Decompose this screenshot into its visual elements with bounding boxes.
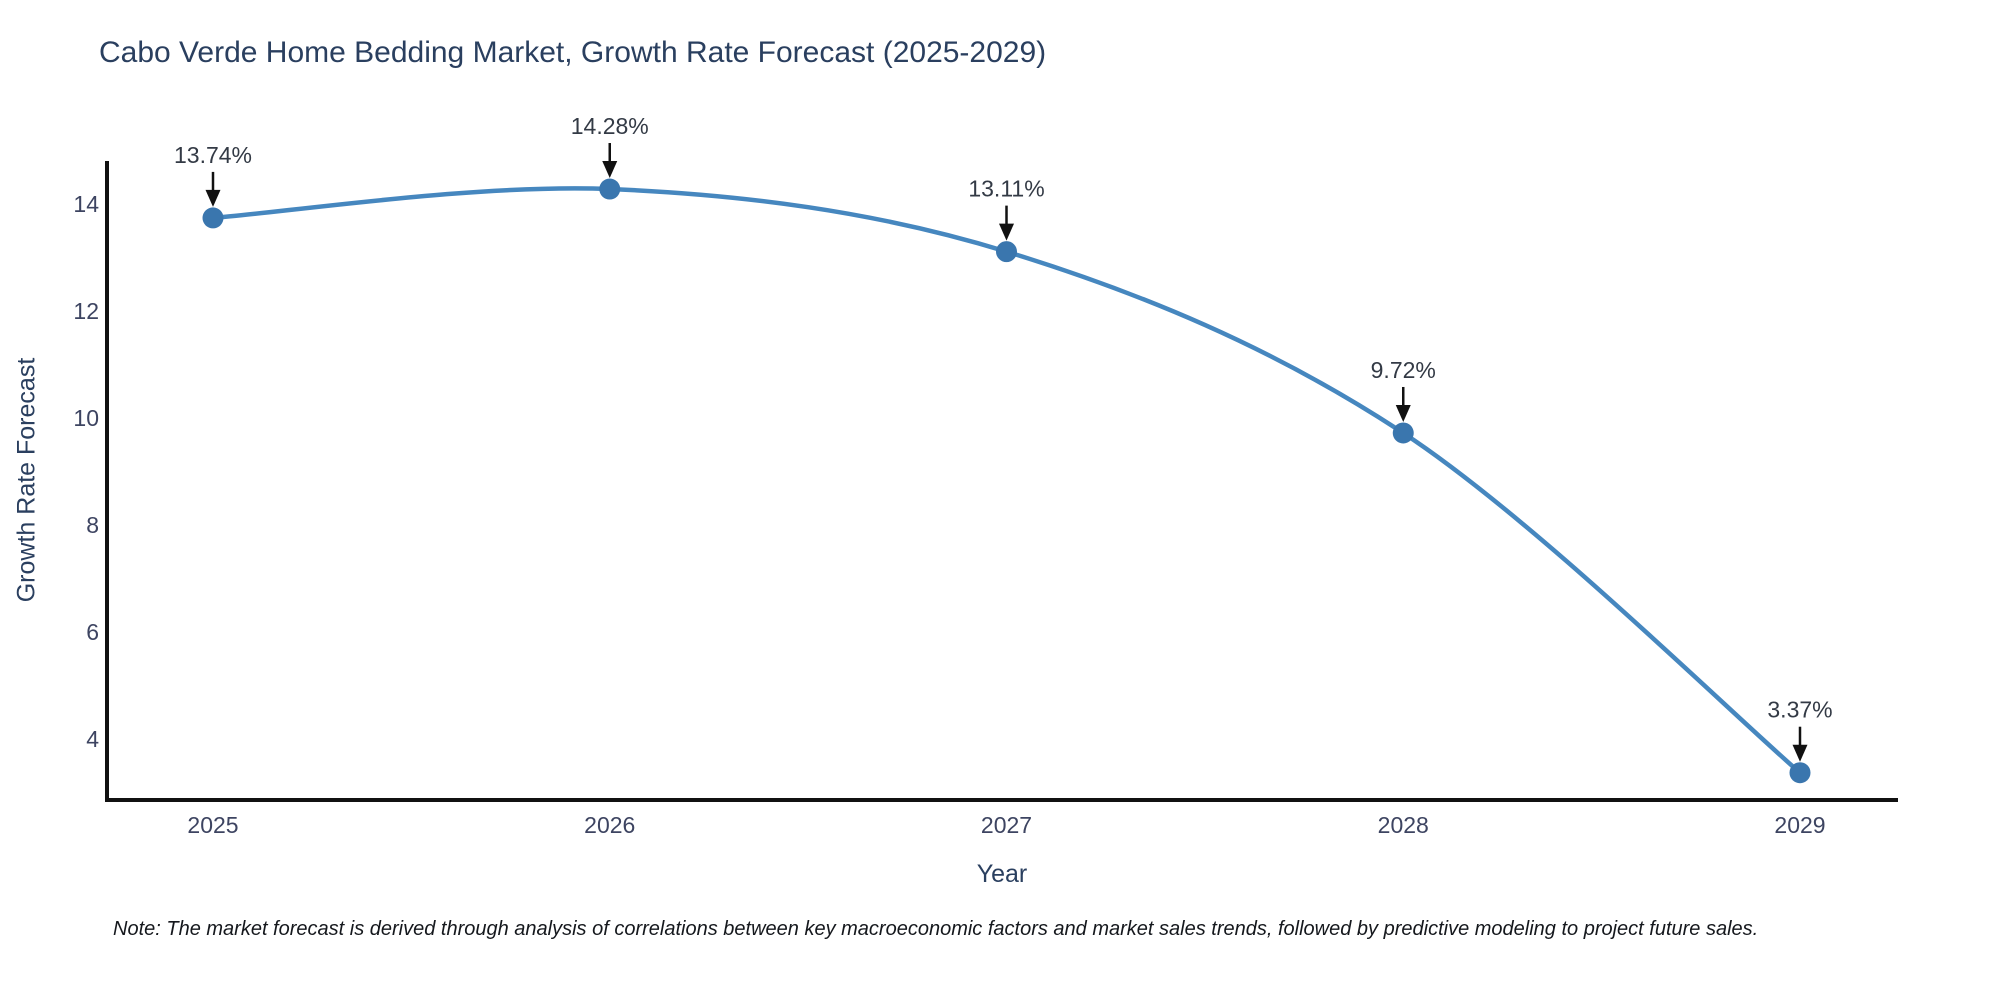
annotation-label: 13.74% (174, 142, 252, 168)
y-axis-title: Growth Rate Forecast (12, 357, 41, 603)
y-tick-label: 12 (73, 298, 99, 324)
annotation-label: 13.11% (968, 176, 1044, 202)
annotation-arrow-head (602, 161, 618, 179)
annotation-arrow-head (999, 223, 1014, 241)
chart-title: Cabo Verde Home Bedding Market, Growth R… (99, 36, 1047, 69)
x-tick-label: 2029 (1774, 812, 1825, 838)
y-tick-label: 14 (73, 191, 99, 217)
y-tick-label: 10 (73, 405, 99, 431)
annotation-arrow-head (205, 189, 221, 207)
annotation-arrow-head (1395, 404, 1411, 422)
x-tick-label: 2027 (981, 812, 1032, 838)
y-tick-label: 4 (86, 726, 99, 752)
data-point-marker (599, 178, 621, 200)
data-point-marker (996, 241, 1017, 263)
y-tick-label: 6 (86, 619, 99, 645)
data-point-marker (1789, 762, 1811, 784)
annotation-label: 14.28% (571, 113, 649, 139)
annotation-arrow-head (1792, 744, 1808, 762)
y-tick-label: 8 (86, 512, 99, 538)
footnote: Note: The market forecast is derived thr… (113, 918, 1759, 940)
x-axis-title: Year (976, 860, 1028, 888)
annotation-label: 9.72% (1371, 357, 1436, 383)
data-point-marker (202, 207, 224, 229)
x-tick-label: 2026 (584, 812, 635, 838)
x-tick-label: 2025 (187, 812, 238, 838)
data-point-marker (1392, 422, 1414, 444)
forecast-line (210, 186, 1803, 775)
annotation-label: 3.37% (1767, 697, 1832, 723)
x-tick-label: 2028 (1378, 812, 1429, 838)
